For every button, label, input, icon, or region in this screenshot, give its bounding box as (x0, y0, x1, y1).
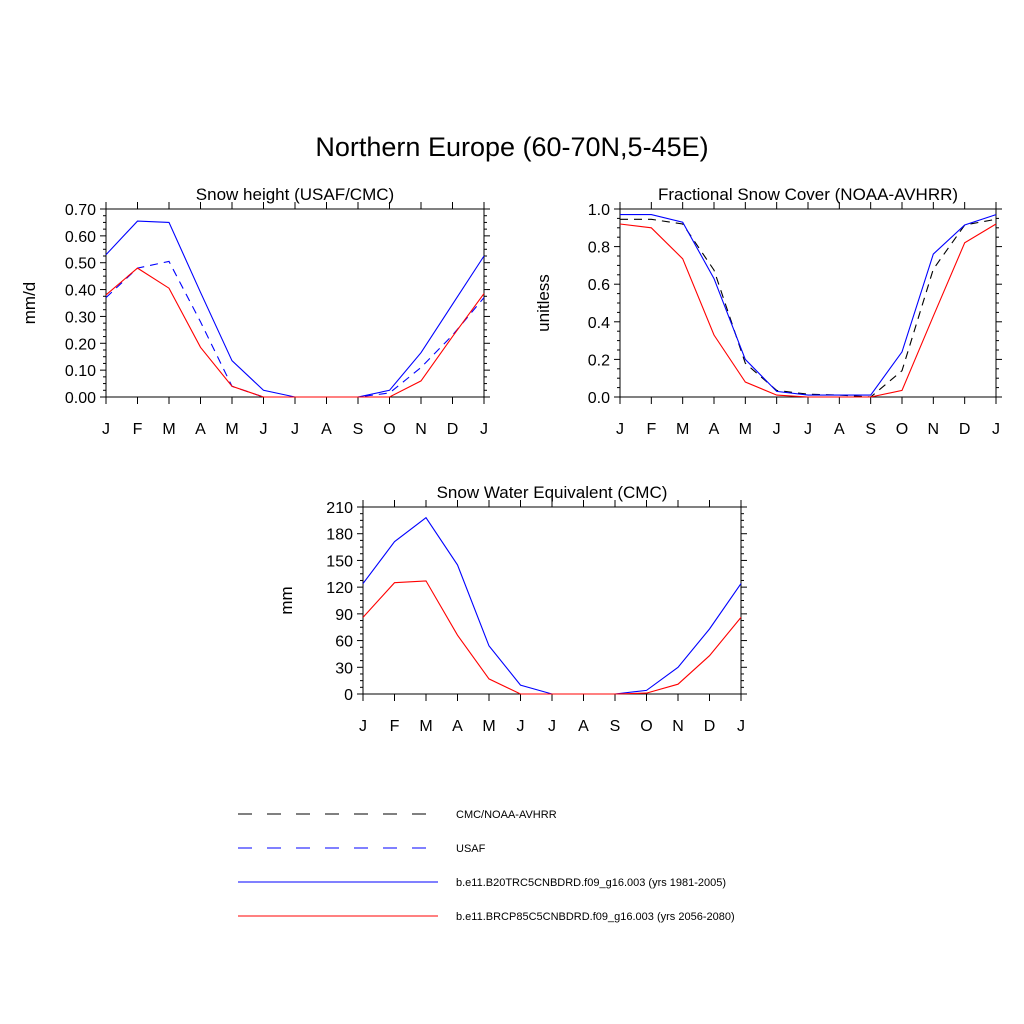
y-tick-label: 0.6 (588, 277, 610, 294)
y-tick-label: 0.50 (65, 256, 96, 273)
legend: CMC/NOAA-AVHRR USAF b.e11.B20TRC5CNBDRD.f0… (238, 809, 735, 923)
x-tick-label: O (896, 421, 908, 438)
y-tick-label: 180 (326, 527, 353, 544)
x-tick-label: A (709, 421, 720, 438)
panels: Snow height (USAF/CMC)mm/d0.000.100.200.… (20, 185, 1002, 735)
x-tick-label: A (195, 421, 206, 438)
legend-entry: b.e11.B20TRC5CNBDRD.f09_g16.003 (yrs 198… (238, 877, 726, 889)
y-tick-label: 0 (344, 687, 353, 704)
series-line-4 (105, 267, 485, 398)
x-tick-label: D (447, 421, 459, 438)
legend-entry: CMC/NOAA-AVHRR (238, 809, 557, 821)
x-tick-label: D (704, 718, 716, 735)
panel-title: Fractional Snow Cover (NOAA-AVHRR) (658, 185, 958, 204)
x-tick-label: J (260, 421, 268, 438)
panel-title: Snow height (USAF/CMC) (196, 185, 394, 204)
y-tick-label: 1.0 (588, 202, 610, 219)
figure-title: Northern Europe (60-70N,5-45E) (315, 132, 708, 162)
x-tick-label: M (739, 421, 752, 438)
y-tick-label: 0.70 (65, 202, 96, 219)
x-tick-label: J (616, 421, 624, 438)
series-line-3 (362, 580, 742, 695)
y-tick-label: 0.00 (65, 390, 96, 407)
x-tick-label: M (162, 421, 175, 438)
x-tick-label: S (610, 718, 621, 735)
legend-label: b.e11.BRCP85C5CNBDRD.f09_g16.003 (yrs 20… (456, 911, 735, 923)
panel-1: Snow height (USAF/CMC) mm/d 0.00 0.10 0.20 0.… (20, 185, 490, 438)
x-tick-label: J (773, 421, 781, 438)
x-tick-label: J (992, 421, 1000, 438)
x-tick-label: O (640, 718, 652, 735)
x-tick-label: M (676, 421, 689, 438)
y-tick-label: 0.4 (588, 315, 610, 332)
y-axis-label: mm (277, 586, 296, 614)
y-axis-label: unitless (534, 274, 553, 332)
x-tick-label: A (578, 718, 589, 735)
x-tick-label: A (834, 421, 845, 438)
x-tick-label: J (548, 718, 556, 735)
y-tick-label: 0.40 (65, 283, 96, 300)
series-line-3 (105, 220, 485, 398)
x-tick-label: J (737, 718, 745, 735)
x-tick-label: D (959, 421, 971, 438)
x-tick-label: J (359, 718, 367, 735)
x-tick-label: J (480, 421, 488, 438)
y-tick-label: 150 (326, 553, 353, 570)
panel-title: Snow Water Equivalent (CMC) (437, 483, 668, 502)
plot-frame (105, 208, 485, 398)
y-tick-label: 210 (326, 500, 353, 517)
legend-label: b.e11.B20TRC5CNBDRD.f09_g16.003 (yrs 198… (456, 877, 726, 889)
y-tick-label: 90 (335, 607, 353, 624)
x-tick-label: O (383, 421, 395, 438)
x-tick-label: M (482, 718, 495, 735)
series-line-2 (105, 260, 485, 398)
x-tick-label: A (452, 718, 463, 735)
y-tick-label: 30 (335, 660, 353, 677)
panel-3: Snow Water Equivalent (CMC) mm 0 30 60 90 120 1… (277, 483, 747, 735)
y-tick-label: 0.8 (588, 240, 610, 257)
plot-frame (619, 208, 997, 398)
x-tick-label: N (928, 421, 940, 438)
x-tick-label: N (415, 421, 427, 438)
y-tick-label: 0.2 (588, 352, 610, 369)
y-axis-label: mm/d (20, 282, 39, 325)
x-tick-label: J (804, 421, 812, 438)
x-tick-label: N (672, 718, 684, 735)
x-tick-label: S (353, 421, 364, 438)
legend-label: USAF (456, 843, 486, 855)
x-tick-label: M (419, 718, 432, 735)
x-tick-label: M (225, 421, 238, 438)
y-tick-label: 120 (326, 580, 353, 597)
x-tick-label: F (133, 421, 143, 438)
y-tick-label: 60 (335, 634, 353, 651)
x-tick-label: F (646, 421, 656, 438)
x-tick-label: J (102, 421, 110, 438)
series-line-1 (620, 218, 997, 398)
x-tick-label: A (321, 421, 332, 438)
panel-2: Fractional Snow Cover (NOAA-AVHRR) unitle… (534, 185, 1002, 438)
series-line-2 (362, 516, 742, 695)
y-tick-label: 0.0 (588, 390, 610, 407)
legend-entry: b.e11.BRCP85C5CNBDRD.f09_g16.003 (yrs 20… (238, 911, 735, 923)
y-tick-label: 0.30 (65, 309, 96, 326)
series-line-3 (619, 223, 997, 398)
legend-entry: USAF (238, 843, 486, 855)
x-tick-label: S (865, 421, 876, 438)
plot-frame (362, 506, 742, 695)
x-tick-label: F (390, 718, 400, 735)
legend-label: CMC/NOAA-AVHRR (456, 809, 557, 821)
x-tick-label: J (291, 421, 299, 438)
y-tick-label: 0.60 (65, 229, 96, 246)
y-tick-label: 0.20 (65, 336, 96, 353)
y-tick-label: 0.10 (65, 363, 96, 380)
x-tick-label: J (517, 718, 525, 735)
series-line-2 (620, 214, 997, 396)
